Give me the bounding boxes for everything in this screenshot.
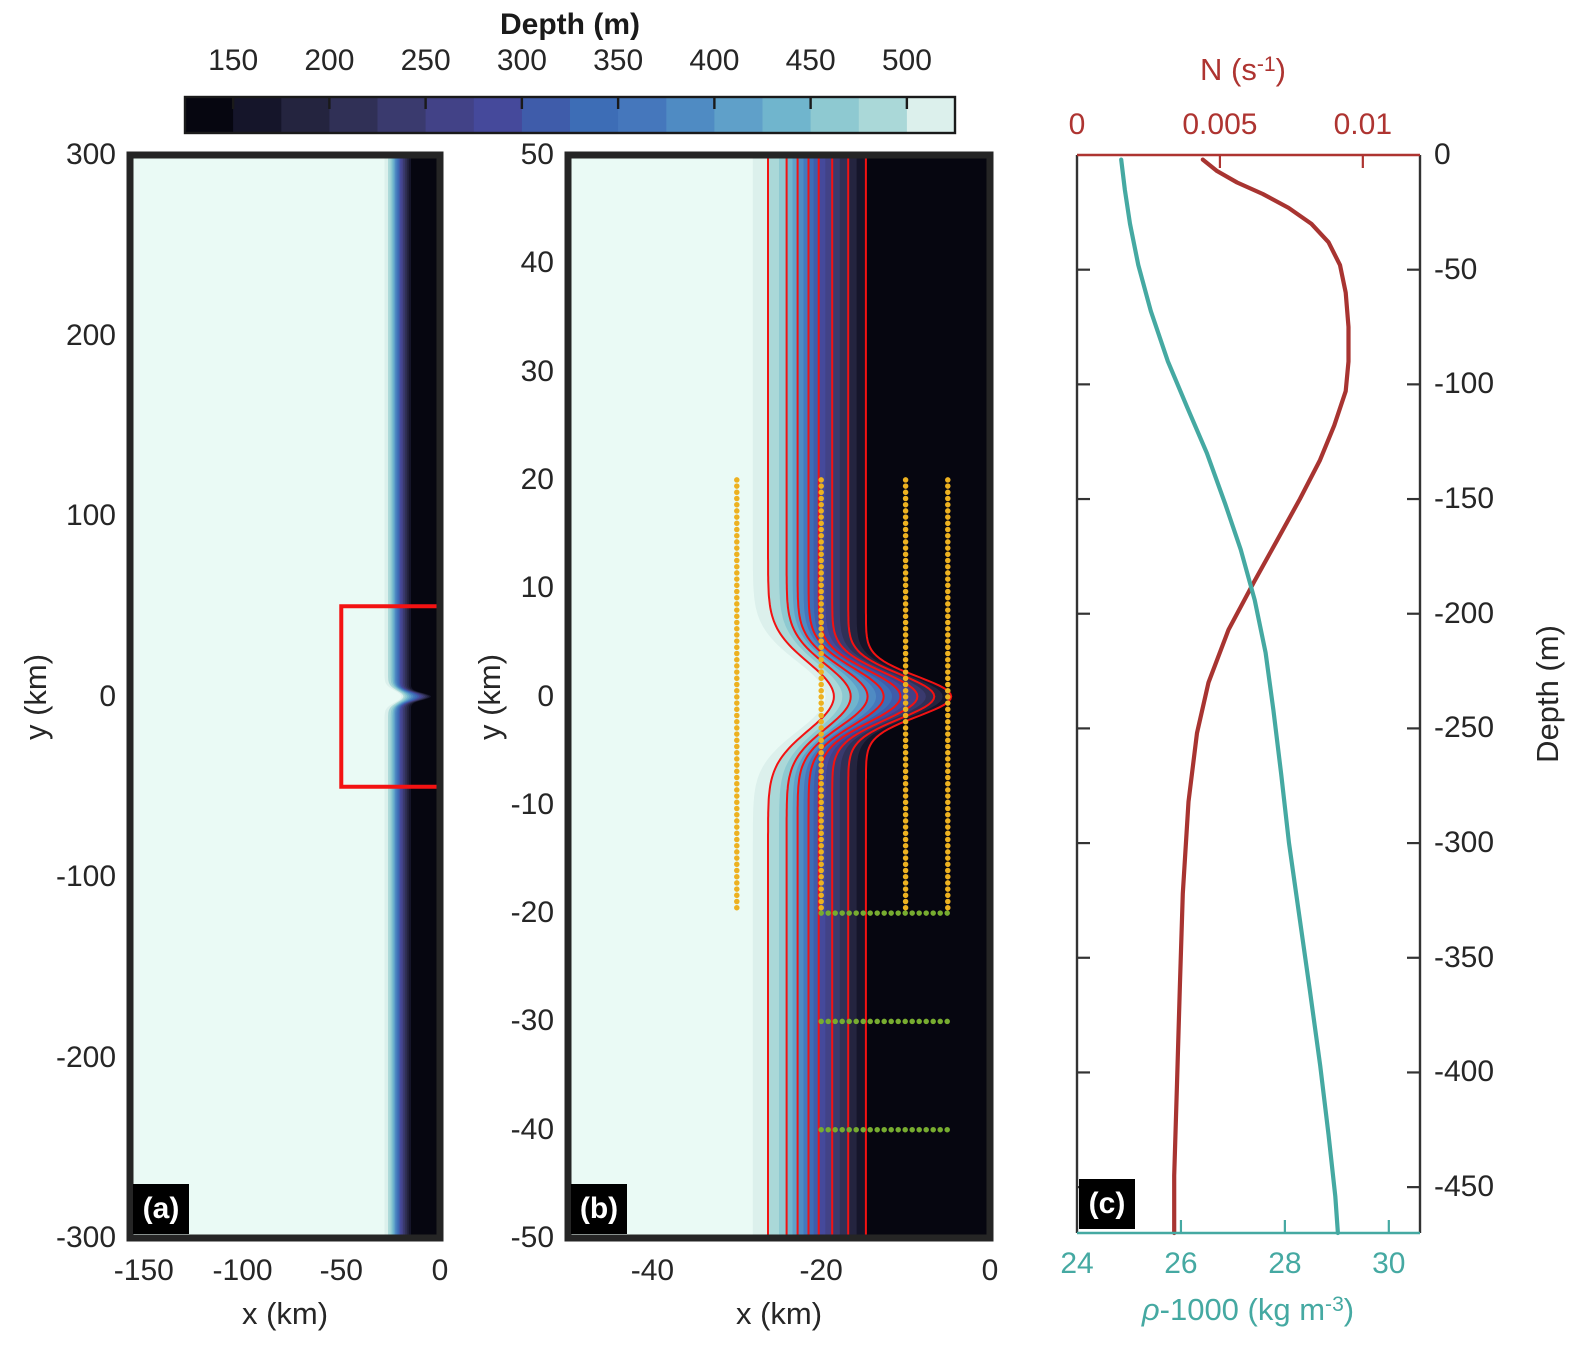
panel-a-letter: (a) bbox=[133, 1184, 189, 1234]
depth-contour-line bbox=[796, 155, 869, 1238]
panel-b-plot bbox=[564, 151, 994, 1242]
depth-tick-label: -50 bbox=[1434, 252, 1478, 286]
depth-tick-label: -250 bbox=[1434, 711, 1495, 745]
y-tick-label: 0 bbox=[99, 679, 116, 713]
y-tick-label: 30 bbox=[520, 354, 554, 388]
depth-contour-line bbox=[847, 155, 936, 1238]
depth-tick-label: -200 bbox=[1434, 596, 1495, 630]
panel-c-letter: (c) bbox=[1079, 1179, 1135, 1229]
y-tick-label: -30 bbox=[510, 1004, 554, 1038]
colorbar-tick-label: 350 bbox=[593, 44, 644, 77]
n-tick-label: 0.005 bbox=[1182, 108, 1258, 141]
colorbar-tick-label: 300 bbox=[496, 44, 547, 77]
rho-tick-label: 30 bbox=[1372, 1247, 1406, 1280]
n-tick-label: 0.01 bbox=[1333, 108, 1393, 141]
depth-tick-label: -350 bbox=[1434, 940, 1495, 974]
panel-a-border bbox=[126, 151, 444, 1242]
profile-curve-N bbox=[1172, 157, 1351, 1236]
depth-tick-label: -400 bbox=[1434, 1055, 1495, 1089]
inset-rectangle bbox=[339, 604, 440, 789]
panel-b-letter: (b) bbox=[571, 1184, 627, 1234]
y-tick-label: -10 bbox=[510, 787, 554, 821]
depth-contour-line bbox=[785, 155, 852, 1238]
panel-a-xlabel: x (km) bbox=[241, 1296, 329, 1331]
y-tick-label: -50 bbox=[510, 1221, 554, 1254]
y-tick-label: -100 bbox=[55, 860, 116, 893]
panel-b-xlabel: x (km) bbox=[735, 1296, 823, 1331]
y-tick-label: -300 bbox=[55, 1221, 116, 1254]
y-tick-label: -200 bbox=[55, 1040, 116, 1074]
x-tick-label: -40 bbox=[630, 1254, 675, 1287]
y-tick-label: 300 bbox=[65, 138, 116, 171]
y-tick-label: 0 bbox=[537, 679, 554, 713]
y-tick-label: 50 bbox=[520, 138, 554, 171]
panel-c-plot bbox=[1075, 153, 1422, 1236]
x-tick-label: -150 bbox=[113, 1254, 174, 1287]
y-tick-label: -40 bbox=[510, 1112, 554, 1146]
x-tick-label: -20 bbox=[799, 1254, 843, 1287]
y-tick-label: 200 bbox=[65, 318, 116, 352]
depth-contour-line bbox=[831, 155, 919, 1238]
y-tick-label: 40 bbox=[520, 246, 554, 280]
panel-a-plot bbox=[126, 151, 444, 1242]
y-tick-label: 10 bbox=[520, 571, 554, 605]
colorbar-tick-label: 500 bbox=[881, 44, 932, 77]
panel-c-top-axis-label: N (s-1) bbox=[1200, 52, 1286, 87]
rho-tick-label: 28 bbox=[1268, 1247, 1302, 1280]
colorbar-tick-label: 150 bbox=[208, 44, 259, 77]
depth-tick-label: -300 bbox=[1434, 826, 1495, 860]
y-tick-label: -20 bbox=[510, 896, 554, 930]
colorbar-title: Depth (m) bbox=[500, 8, 640, 41]
depth-tick-label: 0 bbox=[1434, 138, 1451, 171]
depth-contour-line bbox=[807, 155, 885, 1238]
colorbar-tick-label: 400 bbox=[689, 44, 740, 77]
panel-b-border bbox=[564, 151, 994, 1242]
depth-tick-label: -150 bbox=[1434, 482, 1495, 516]
x-tick-label: 0 bbox=[981, 1254, 999, 1287]
depth-contour-line bbox=[767, 155, 835, 1238]
colorbar-tick-label: 450 bbox=[785, 44, 836, 77]
rho-tick-label: 24 bbox=[1060, 1247, 1094, 1280]
colorbar bbox=[183, 95, 957, 135]
depth-contour-line bbox=[864, 155, 953, 1238]
y-tick-label: 100 bbox=[65, 499, 116, 532]
rho-tick-label: 26 bbox=[1164, 1247, 1198, 1280]
colorbar-tick-label: 250 bbox=[400, 44, 451, 77]
profile-curve-rho-1000 bbox=[1119, 157, 1340, 1236]
depth-tick-label: -100 bbox=[1434, 367, 1495, 401]
colorbar-tick-label: 200 bbox=[304, 44, 355, 77]
x-tick-label: -100 bbox=[212, 1254, 273, 1287]
depth-tick-label: -450 bbox=[1434, 1170, 1495, 1204]
n-tick-label: 0 bbox=[1068, 108, 1086, 141]
y-tick-label: 20 bbox=[520, 462, 554, 496]
x-tick-label: 0 bbox=[431, 1254, 449, 1287]
panel-c-bottom-axis-label: ρ-1000 (kg m-3) bbox=[1141, 1292, 1355, 1327]
x-tick-label: -50 bbox=[319, 1254, 363, 1287]
